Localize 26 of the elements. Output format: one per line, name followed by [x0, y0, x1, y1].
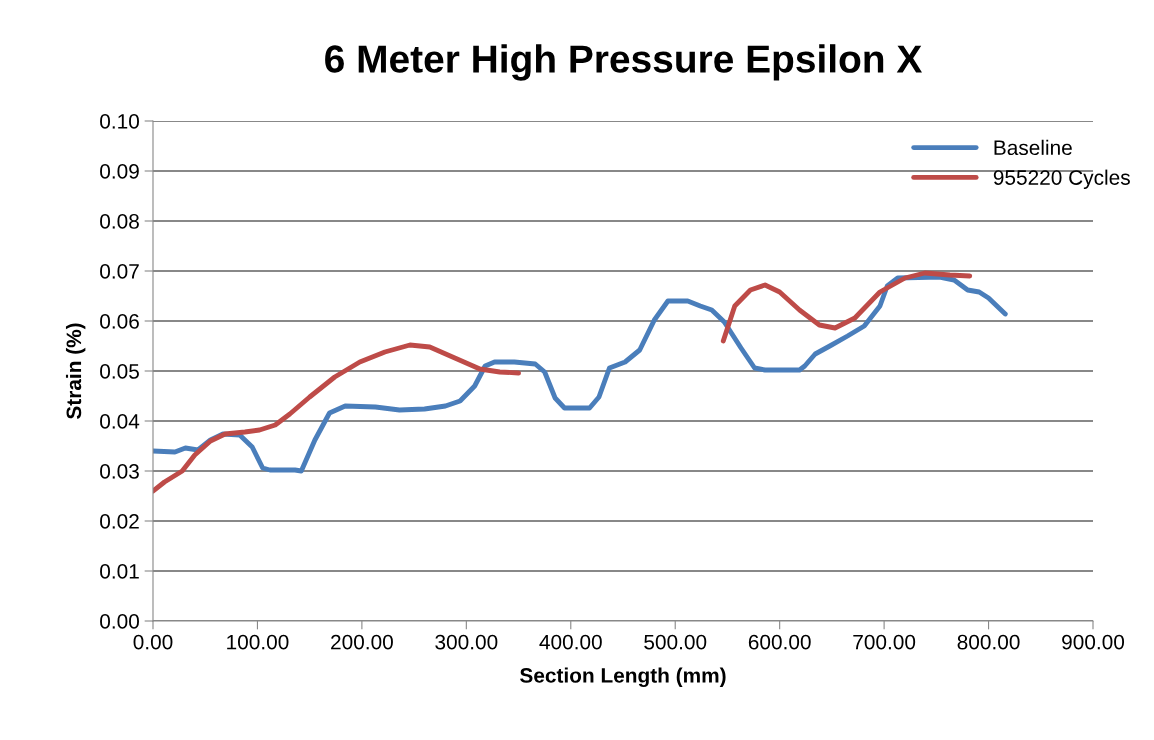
y-tick-label: 0.10: [100, 114, 139, 129]
y-tick-label: 0.09: [100, 164, 139, 179]
y-tick-label: 0.00: [100, 614, 139, 629]
x-tick-label: 0.00: [133, 634, 173, 650]
x-tick-label: 600.00: [748, 634, 811, 650]
y-tick-label: 0.05: [100, 364, 139, 379]
y-axis-title: Strain (%): [65, 323, 86, 420]
y-tick-label: 0.06: [100, 314, 139, 329]
y-tick-label: 0.04: [100, 414, 140, 429]
x-tick-label: 500.00: [644, 634, 707, 650]
legend-label: 955220 Cycles: [993, 169, 1130, 190]
legend-label: Baseline: [994, 139, 1072, 156]
x-tick-label: 900.00: [1062, 634, 1125, 650]
y-tick-label: 0.01: [100, 564, 139, 579]
y-tick-label: 0.03: [100, 464, 139, 479]
x-tick-label: 200.00: [331, 634, 393, 650]
x-axis-title: Section Length (mm): [520, 667, 726, 688]
x-tick-label: 100.00: [227, 634, 289, 650]
x-tick-label: 400.00: [539, 634, 602, 650]
x-tick-label: 700.00: [853, 634, 916, 650]
y-tick-label: 0.07: [100, 264, 139, 279]
x-tick-label: 300.00: [435, 634, 498, 650]
y-tick-label: 0.08: [100, 214, 139, 229]
x-tick-label: 800.00: [957, 634, 1020, 650]
y-tick-label: 0.02: [100, 514, 139, 529]
chart-title: 6 Meter High Pressure Epsilon X: [325, 44, 922, 81]
